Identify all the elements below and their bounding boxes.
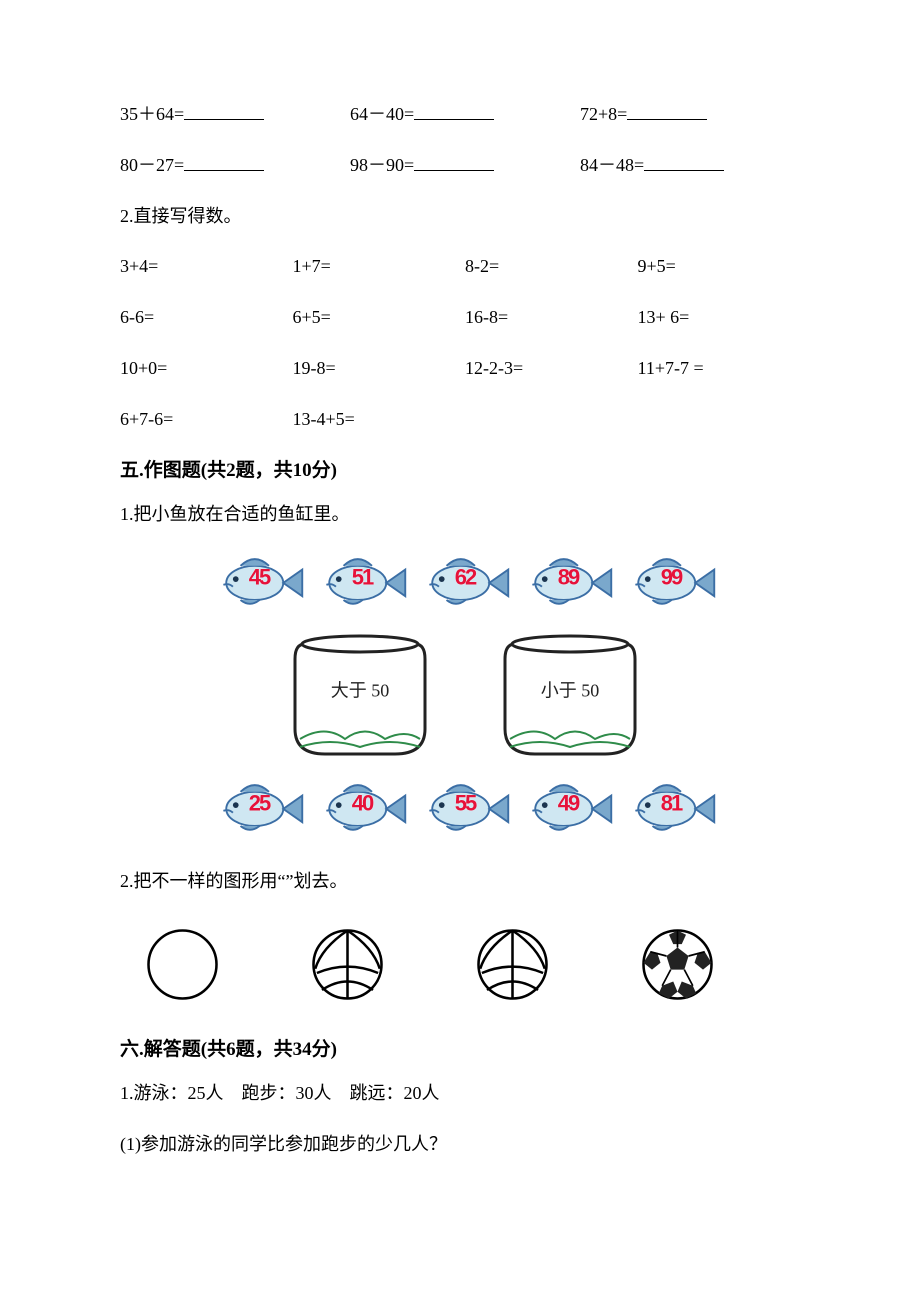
volleyball-icon [305, 922, 390, 1007]
soccer-ball-icon [635, 922, 720, 1007]
mental-row: 6-6= 6+5= 16-8= 13+ 6= [120, 303, 810, 332]
fish-icon: 89 [521, 551, 616, 611]
arith-cell: 64－40= [350, 100, 580, 129]
arith-cell: 35＋64= [120, 100, 350, 129]
expr: 80－27= [120, 155, 184, 175]
fish-icon: 45 [212, 551, 307, 611]
mental-cell: 3+4= [120, 252, 293, 281]
answer-blank[interactable] [627, 101, 707, 120]
fishbowl-greater-icon: 大于 50 [285, 629, 435, 759]
fish-number: 62 [455, 560, 475, 595]
arith-cell: 84－48= [580, 151, 810, 180]
fish-icon: 51 [315, 551, 410, 611]
mental-cell: 10+0= [120, 354, 293, 383]
fish-number: 99 [661, 560, 681, 595]
answer-blank[interactable] [644, 152, 724, 171]
answer-blank[interactable] [184, 101, 264, 120]
q2-title: 2.直接写得数。 [120, 202, 810, 231]
mental-cell: 12-2-3= [465, 354, 638, 383]
sec5-q2: 2.把不一样的图形用“”划去。 [120, 867, 810, 896]
fish-row-top: 45 51 62 89 99 [120, 551, 810, 611]
fish-icon: 81 [624, 777, 719, 837]
bowl-label: 大于 50 [331, 676, 390, 705]
mental-row: 10+0= 19-8= 12-2-3= 11+7-7 = [120, 354, 810, 383]
fish-icon: 99 [624, 551, 719, 611]
shapes-row [140, 922, 810, 1007]
section-6-title: 六.解答题(共6题，共34分) [120, 1035, 810, 1065]
sec6-q1: 1.游泳：25人 跑步：30人 跳远：20人 [120, 1079, 810, 1108]
expr: 35＋64= [120, 104, 184, 124]
answer-blank[interactable] [414, 152, 494, 171]
mental-cell: 11+7-7 = [638, 354, 811, 383]
page: 35＋64= 64－40= 72+8= 80－27= 98－90= 84－48=… [0, 0, 920, 1241]
fish-row-bottom: 25 40 55 49 81 [120, 777, 810, 837]
arith-row-2: 80－27= 98－90= 84－48= [120, 151, 810, 180]
arith-row-1: 35＋64= 64－40= 72+8= [120, 100, 810, 129]
mental-cell [638, 405, 811, 434]
mental-cell [465, 405, 638, 434]
mental-cell: 1+7= [293, 252, 466, 281]
fish-number: 51 [352, 560, 372, 595]
answer-blank[interactable] [414, 101, 494, 120]
mental-cell: 6+5= [293, 303, 466, 332]
mental-cell: 16-8= [465, 303, 638, 332]
fish-icon: 62 [418, 551, 513, 611]
fish-icon: 49 [521, 777, 616, 837]
fish-icon: 25 [212, 777, 307, 837]
arith-cell: 72+8= [580, 100, 810, 129]
bowl-label: 小于 50 [541, 676, 600, 705]
expr: 98－90= [350, 155, 414, 175]
mental-cell: 13+ 6= [638, 303, 811, 332]
mental-row: 3+4= 1+7= 8-2= 9+5= [120, 252, 810, 281]
fish-number: 49 [558, 786, 578, 821]
expr: 72+8= [580, 104, 627, 124]
mental-row: 6+7-6= 13-4+5= [120, 405, 810, 434]
mental-cell: 9+5= [638, 252, 811, 281]
fish-number: 89 [558, 560, 578, 595]
answer-blank[interactable] [184, 152, 264, 171]
circle-icon [140, 922, 225, 1007]
fish-number: 40 [352, 786, 372, 821]
fish-number: 81 [661, 786, 681, 821]
fish-icon: 55 [418, 777, 513, 837]
mental-cell: 13-4+5= [293, 405, 466, 434]
mental-cell: 6-6= [120, 303, 293, 332]
sec6-q1-sub1: (1)参加游泳的同学比参加跑步的少几人？ [120, 1130, 810, 1159]
mental-cell: 8-2= [465, 252, 638, 281]
fish-number: 55 [455, 786, 475, 821]
expr: 64－40= [350, 104, 414, 124]
section-5-title: 五.作图题(共2题，共10分) [120, 456, 810, 486]
fish-icon: 40 [315, 777, 410, 837]
mental-cell: 6+7-6= [120, 405, 293, 434]
arith-cell: 98－90= [350, 151, 580, 180]
sec5-q1: 1.把小鱼放在合适的鱼缸里。 [120, 500, 810, 529]
fish-number: 25 [249, 786, 269, 821]
fish-number: 45 [249, 560, 269, 595]
bowl-row: 大于 50 小于 50 [120, 629, 810, 759]
fishbowl-less-icon: 小于 50 [495, 629, 645, 759]
volleyball-icon [470, 922, 555, 1007]
arith-cell: 80－27= [120, 151, 350, 180]
expr: 84－48= [580, 155, 644, 175]
mental-cell: 19-8= [293, 354, 466, 383]
fish-figure: 45 51 62 89 99 [120, 551, 810, 837]
